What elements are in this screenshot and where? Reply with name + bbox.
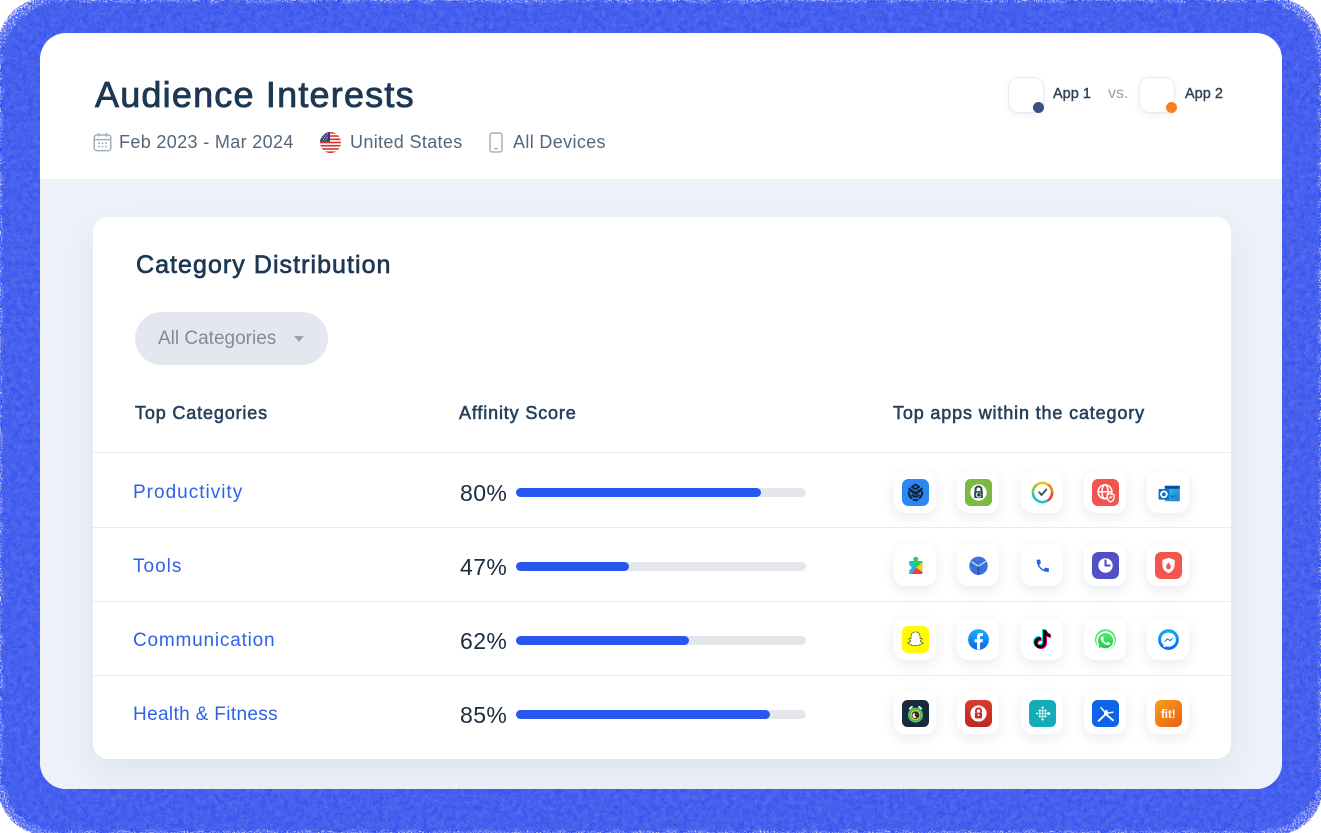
svg-text:fit!: fit! [1160,708,1175,720]
